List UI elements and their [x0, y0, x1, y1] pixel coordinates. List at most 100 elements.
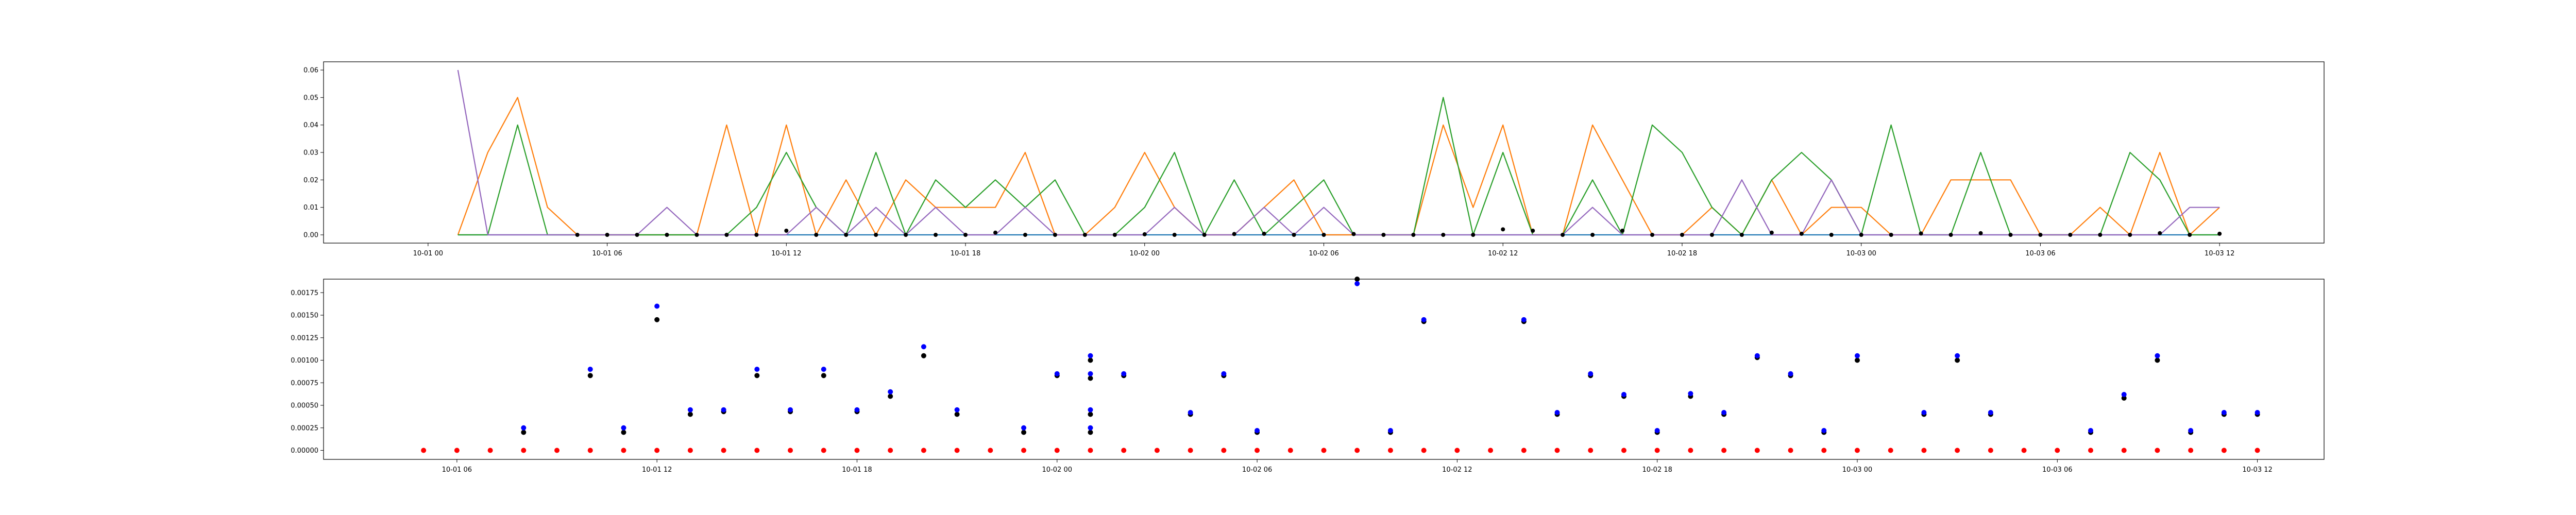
- data-point: [2121, 396, 2127, 401]
- data-point: [1488, 448, 1494, 453]
- data-point: [1654, 448, 1660, 453]
- data-point: [1023, 233, 1027, 237]
- data-point: [621, 430, 626, 435]
- data-point: [1620, 229, 1625, 233]
- data-point: [1988, 448, 1993, 453]
- data-point: [1921, 410, 1927, 415]
- data-point: [888, 448, 893, 453]
- data-point: [954, 448, 960, 453]
- data-point: [1088, 407, 1093, 413]
- data-point: [754, 448, 760, 453]
- x-tick-label: 10-02 18: [1667, 250, 1697, 258]
- x-tick-label: 10-01 18: [842, 466, 872, 474]
- data-point: [654, 303, 660, 309]
- series-2: [521, 277, 2260, 435]
- y-tick-label: 0.02: [303, 177, 318, 184]
- y-tick-label: 0.00125: [291, 334, 318, 342]
- data-point: [1082, 233, 1087, 237]
- data-point: [1154, 448, 1160, 453]
- data-point: [1287, 448, 1293, 453]
- data-point: [1955, 357, 1960, 363]
- data-point: [1088, 411, 1093, 417]
- data-point: [1721, 410, 1727, 415]
- x-tick-label: 10-02 12: [1488, 250, 1518, 258]
- data-point: [2188, 448, 2194, 453]
- y-tick-label: 0.00100: [291, 357, 318, 365]
- data-point: [2155, 448, 2160, 453]
- data-point: [2255, 448, 2260, 453]
- data-point: [1854, 353, 1860, 358]
- data-point: [724, 233, 729, 237]
- series-5: [575, 227, 2222, 237]
- data-point: [1680, 233, 1684, 237]
- x-tick-label: 10-03 00: [1842, 466, 1872, 474]
- data-point: [1221, 371, 1227, 376]
- data-point: [2121, 392, 2127, 397]
- data-point: [1172, 233, 1177, 237]
- x-tick-label: 10-03 12: [2205, 250, 2234, 258]
- data-point: [1821, 448, 1827, 453]
- data-point: [854, 448, 860, 453]
- data-point: [1088, 371, 1093, 376]
- data-point: [2158, 231, 2162, 235]
- data-point: [1888, 448, 1893, 453]
- y-tick-label: 0.00150: [291, 312, 318, 320]
- data-point: [587, 448, 593, 453]
- data-point: [993, 230, 997, 235]
- data-point: [784, 229, 789, 233]
- data-point: [1854, 357, 1860, 363]
- data-point: [1421, 317, 1427, 322]
- data-point: [1088, 357, 1093, 363]
- data-point: [1948, 233, 1953, 237]
- data-point: [454, 448, 460, 453]
- data-point: [954, 411, 960, 417]
- data-point: [1121, 371, 1127, 376]
- plot-frame: [323, 61, 2325, 244]
- data-point: [1501, 227, 1505, 232]
- data-point: [1088, 430, 1093, 435]
- data-point: [2088, 448, 2093, 453]
- data-point: [665, 233, 669, 237]
- data-point: [487, 448, 493, 453]
- data-point: [1112, 233, 1117, 237]
- data-point: [605, 233, 609, 237]
- data-point: [754, 233, 759, 237]
- data-point: [754, 367, 760, 372]
- data-point: [1821, 428, 1827, 433]
- series-4: [457, 70, 2220, 236]
- data-point: [1142, 232, 1147, 236]
- data-point: [1441, 233, 1446, 237]
- series-line: [457, 97, 2220, 236]
- data-point: [2221, 448, 2227, 453]
- data-point: [1088, 353, 1093, 358]
- x-tick-label: 10-03 00: [1846, 250, 1876, 258]
- x-tick-label: 10-03 06: [2025, 250, 2055, 258]
- data-point: [1088, 425, 1093, 431]
- data-point: [2188, 428, 2194, 433]
- data-point: [1262, 231, 1266, 236]
- chart-2: 10-01 06 10-01 12 10-01 18 10-02 00 10-02 06…: [291, 277, 2325, 474]
- data-point: [874, 233, 878, 237]
- data-point: [721, 407, 726, 413]
- data-point: [1955, 353, 1960, 358]
- x-tick-label: 10-01 06: [592, 250, 622, 258]
- data-point: [654, 448, 660, 453]
- data-point: [844, 233, 849, 237]
- x-tick-label: 10-03 06: [2042, 466, 2072, 474]
- data-point: [1588, 371, 1594, 376]
- data-point: [1454, 448, 1460, 453]
- data-point: [954, 407, 960, 413]
- data-point: [888, 393, 893, 399]
- data-point: [2068, 233, 2073, 237]
- data-point: [904, 233, 908, 237]
- data-point: [1255, 448, 1260, 453]
- data-point: [2188, 233, 2192, 237]
- x-tick-label: 10-01 12: [642, 466, 672, 474]
- data-point: [1021, 430, 1027, 435]
- data-point: [1531, 229, 1535, 233]
- y-tick-label: 0.00075: [291, 380, 318, 387]
- data-point: [1354, 277, 1360, 282]
- data-point: [854, 407, 860, 413]
- data-point: [988, 448, 993, 453]
